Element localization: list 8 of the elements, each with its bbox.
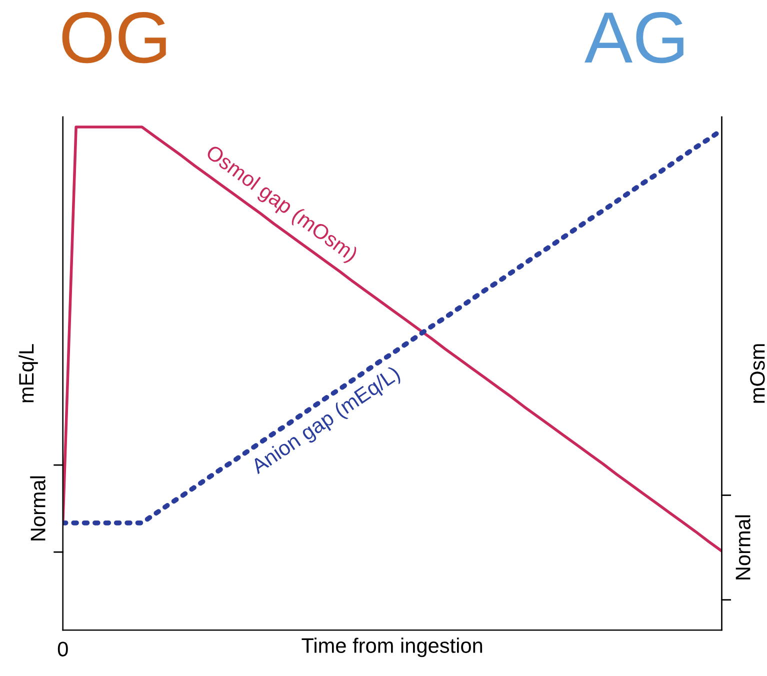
text: AG bbox=[584, 12, 684, 64]
x-axis-title: Time from ingestion bbox=[302, 638, 482, 658]
y-axis-title: mEq/L bbox=[18, 344, 38, 402]
text: 0 bbox=[58, 642, 68, 656]
text: OG bbox=[62, 12, 166, 64]
text: Normal bbox=[735, 515, 750, 580]
text: Normal bbox=[30, 476, 46, 540]
y2-axis-title: mOsm bbox=[750, 344, 765, 403]
